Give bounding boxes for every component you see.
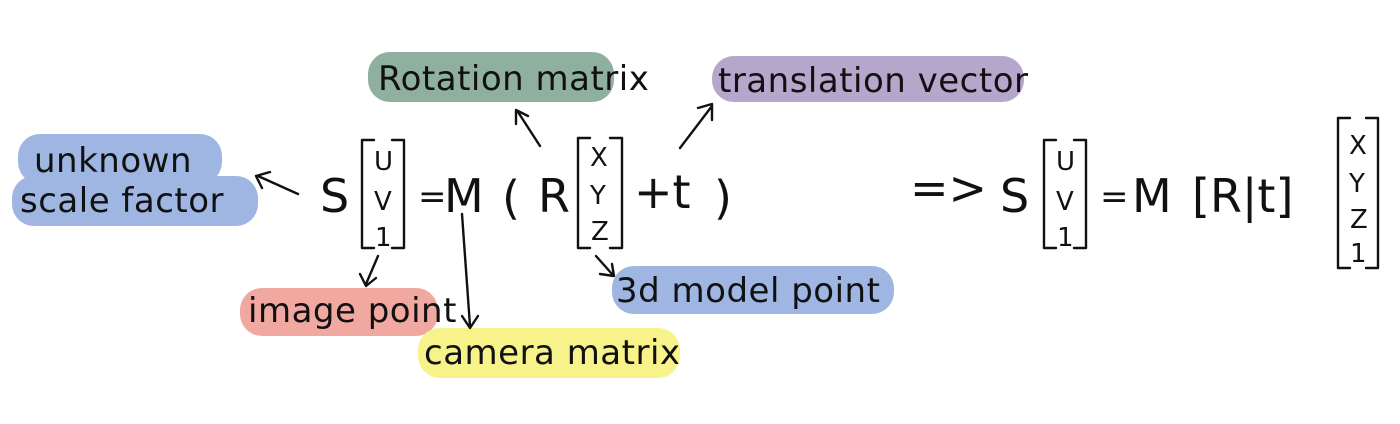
translation-label: translation vector xyxy=(718,61,1028,101)
model-point-arrow xyxy=(594,254,616,278)
right-bracket xyxy=(1364,116,1380,270)
vector-one: 1 xyxy=(1350,239,1367,269)
left-bracket xyxy=(1042,138,1058,250)
scale-symbol: S xyxy=(320,169,349,223)
equals-sign-right: = xyxy=(1100,177,1129,217)
model-point-vector: X Y Z xyxy=(576,136,624,250)
right-bracket xyxy=(390,138,406,250)
left-bracket xyxy=(360,138,376,250)
vector-u: U xyxy=(374,147,393,177)
equals-sign: = xyxy=(418,177,447,217)
model-point-highlight xyxy=(612,266,894,314)
scale-symbol-right: S xyxy=(1000,169,1029,223)
image-point-vector-right: U V 1 xyxy=(1042,138,1088,253)
rotation-label: Rotation matrix xyxy=(378,59,649,99)
vector-u: U xyxy=(1056,147,1075,177)
camera-matrix-symbol: M xyxy=(444,169,484,223)
camera-matrix-label: camera matrix xyxy=(424,333,681,373)
translation-arrow xyxy=(678,102,714,150)
right-bracket xyxy=(608,136,624,250)
vector-x: X xyxy=(590,143,608,173)
camera-matrix-highlight xyxy=(418,328,680,378)
vector-y: Y xyxy=(589,181,606,211)
vector-y: Y xyxy=(1348,169,1365,199)
close-paren: ) xyxy=(714,171,732,225)
rotation-symbol: R xyxy=(538,169,570,223)
camera-matrix-symbol-right: M xyxy=(1132,169,1172,223)
scale-highlight-top xyxy=(18,134,222,184)
image-point-arrow xyxy=(358,254,380,288)
image-point-highlight xyxy=(240,288,438,336)
vector-v: V xyxy=(1056,187,1074,217)
camera-matrix-arrow xyxy=(460,212,480,330)
vector-z: Z xyxy=(591,217,609,247)
right-bracket xyxy=(1072,138,1088,250)
open-paren: ( xyxy=(502,171,520,225)
scale-arrow xyxy=(254,170,300,196)
implies-arrow: => xyxy=(910,161,987,215)
extrinsic-matrix: [R|t] xyxy=(1192,169,1293,224)
plus-translation: +t xyxy=(634,165,691,219)
model-point-label: 3d model point xyxy=(616,271,880,311)
left-bracket xyxy=(576,136,592,250)
translation-highlight xyxy=(712,56,1024,102)
scale-highlight-bottom xyxy=(12,176,258,226)
scale-label-line1: unknown xyxy=(34,141,192,181)
image-point-label: image point xyxy=(248,291,457,331)
vector-one: 1 xyxy=(375,223,392,253)
vector-one: 1 xyxy=(1057,223,1074,253)
left-bracket xyxy=(1336,116,1352,270)
homogeneous-model-point-vector: X Y Z 1 xyxy=(1336,116,1380,270)
scale-label-line2: scale factor xyxy=(20,181,224,221)
vector-z: Z xyxy=(1350,205,1368,235)
vector-v: V xyxy=(374,187,392,217)
rotation-highlight xyxy=(368,52,614,102)
rotation-arrow xyxy=(514,108,542,148)
image-point-vector: U V 1 xyxy=(360,138,406,253)
vector-x: X xyxy=(1349,131,1367,161)
